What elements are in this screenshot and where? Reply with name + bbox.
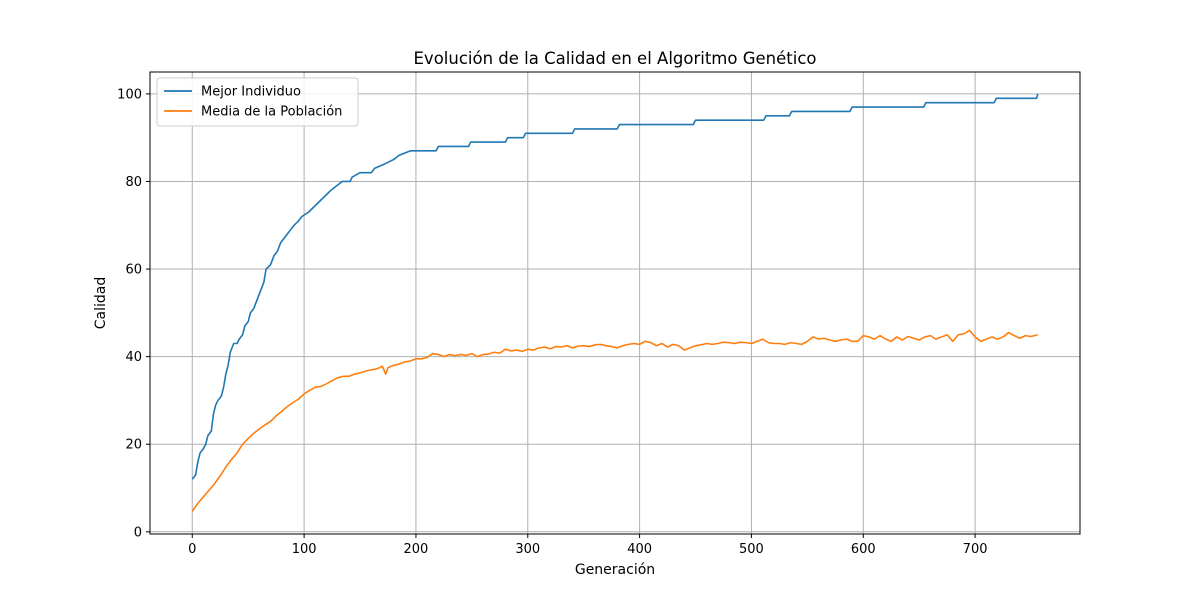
grid bbox=[150, 72, 1080, 534]
y-tick-label: 0 bbox=[134, 525, 142, 540]
legend-box bbox=[156, 77, 359, 127]
x-tick-label: 600 bbox=[851, 542, 876, 557]
x-axis-label: Generación bbox=[575, 562, 655, 578]
chart-title: Evolución de la Calidad en el Algoritmo … bbox=[414, 49, 817, 68]
y-tick-label: 100 bbox=[117, 87, 142, 102]
y-tick-label: 20 bbox=[125, 438, 142, 453]
x-tick-label: 200 bbox=[404, 542, 429, 557]
axis-ticks: 0 100 200 300 400 500 600 700 0 20 40 60 80 100 bbox=[117, 87, 987, 557]
y-tick-label: 60 bbox=[125, 263, 142, 278]
series-line-2 bbox=[191, 329, 1038, 512]
y-tick-label: 80 bbox=[125, 175, 142, 190]
x-tick-label: 400 bbox=[627, 542, 652, 557]
legend-entry: Media de la Población bbox=[201, 105, 342, 120]
x-tick-label: 300 bbox=[515, 542, 540, 557]
x-tick-label: 0 bbox=[188, 542, 196, 557]
x-tick-label: 100 bbox=[292, 542, 317, 557]
legend: Mejor Individuo Media de la Población bbox=[156, 77, 359, 127]
series-lines bbox=[191, 93, 1039, 512]
series-line-1 bbox=[191, 93, 1039, 480]
y-axis-label: Calidad bbox=[93, 277, 109, 330]
x-tick-label: 500 bbox=[739, 542, 764, 557]
x-tick-label: 700 bbox=[963, 542, 988, 557]
y-tick-label: 40 bbox=[125, 350, 142, 365]
legend-entry: Mejor Individuo bbox=[201, 85, 301, 100]
plot-frame bbox=[149, 71, 1081, 535]
